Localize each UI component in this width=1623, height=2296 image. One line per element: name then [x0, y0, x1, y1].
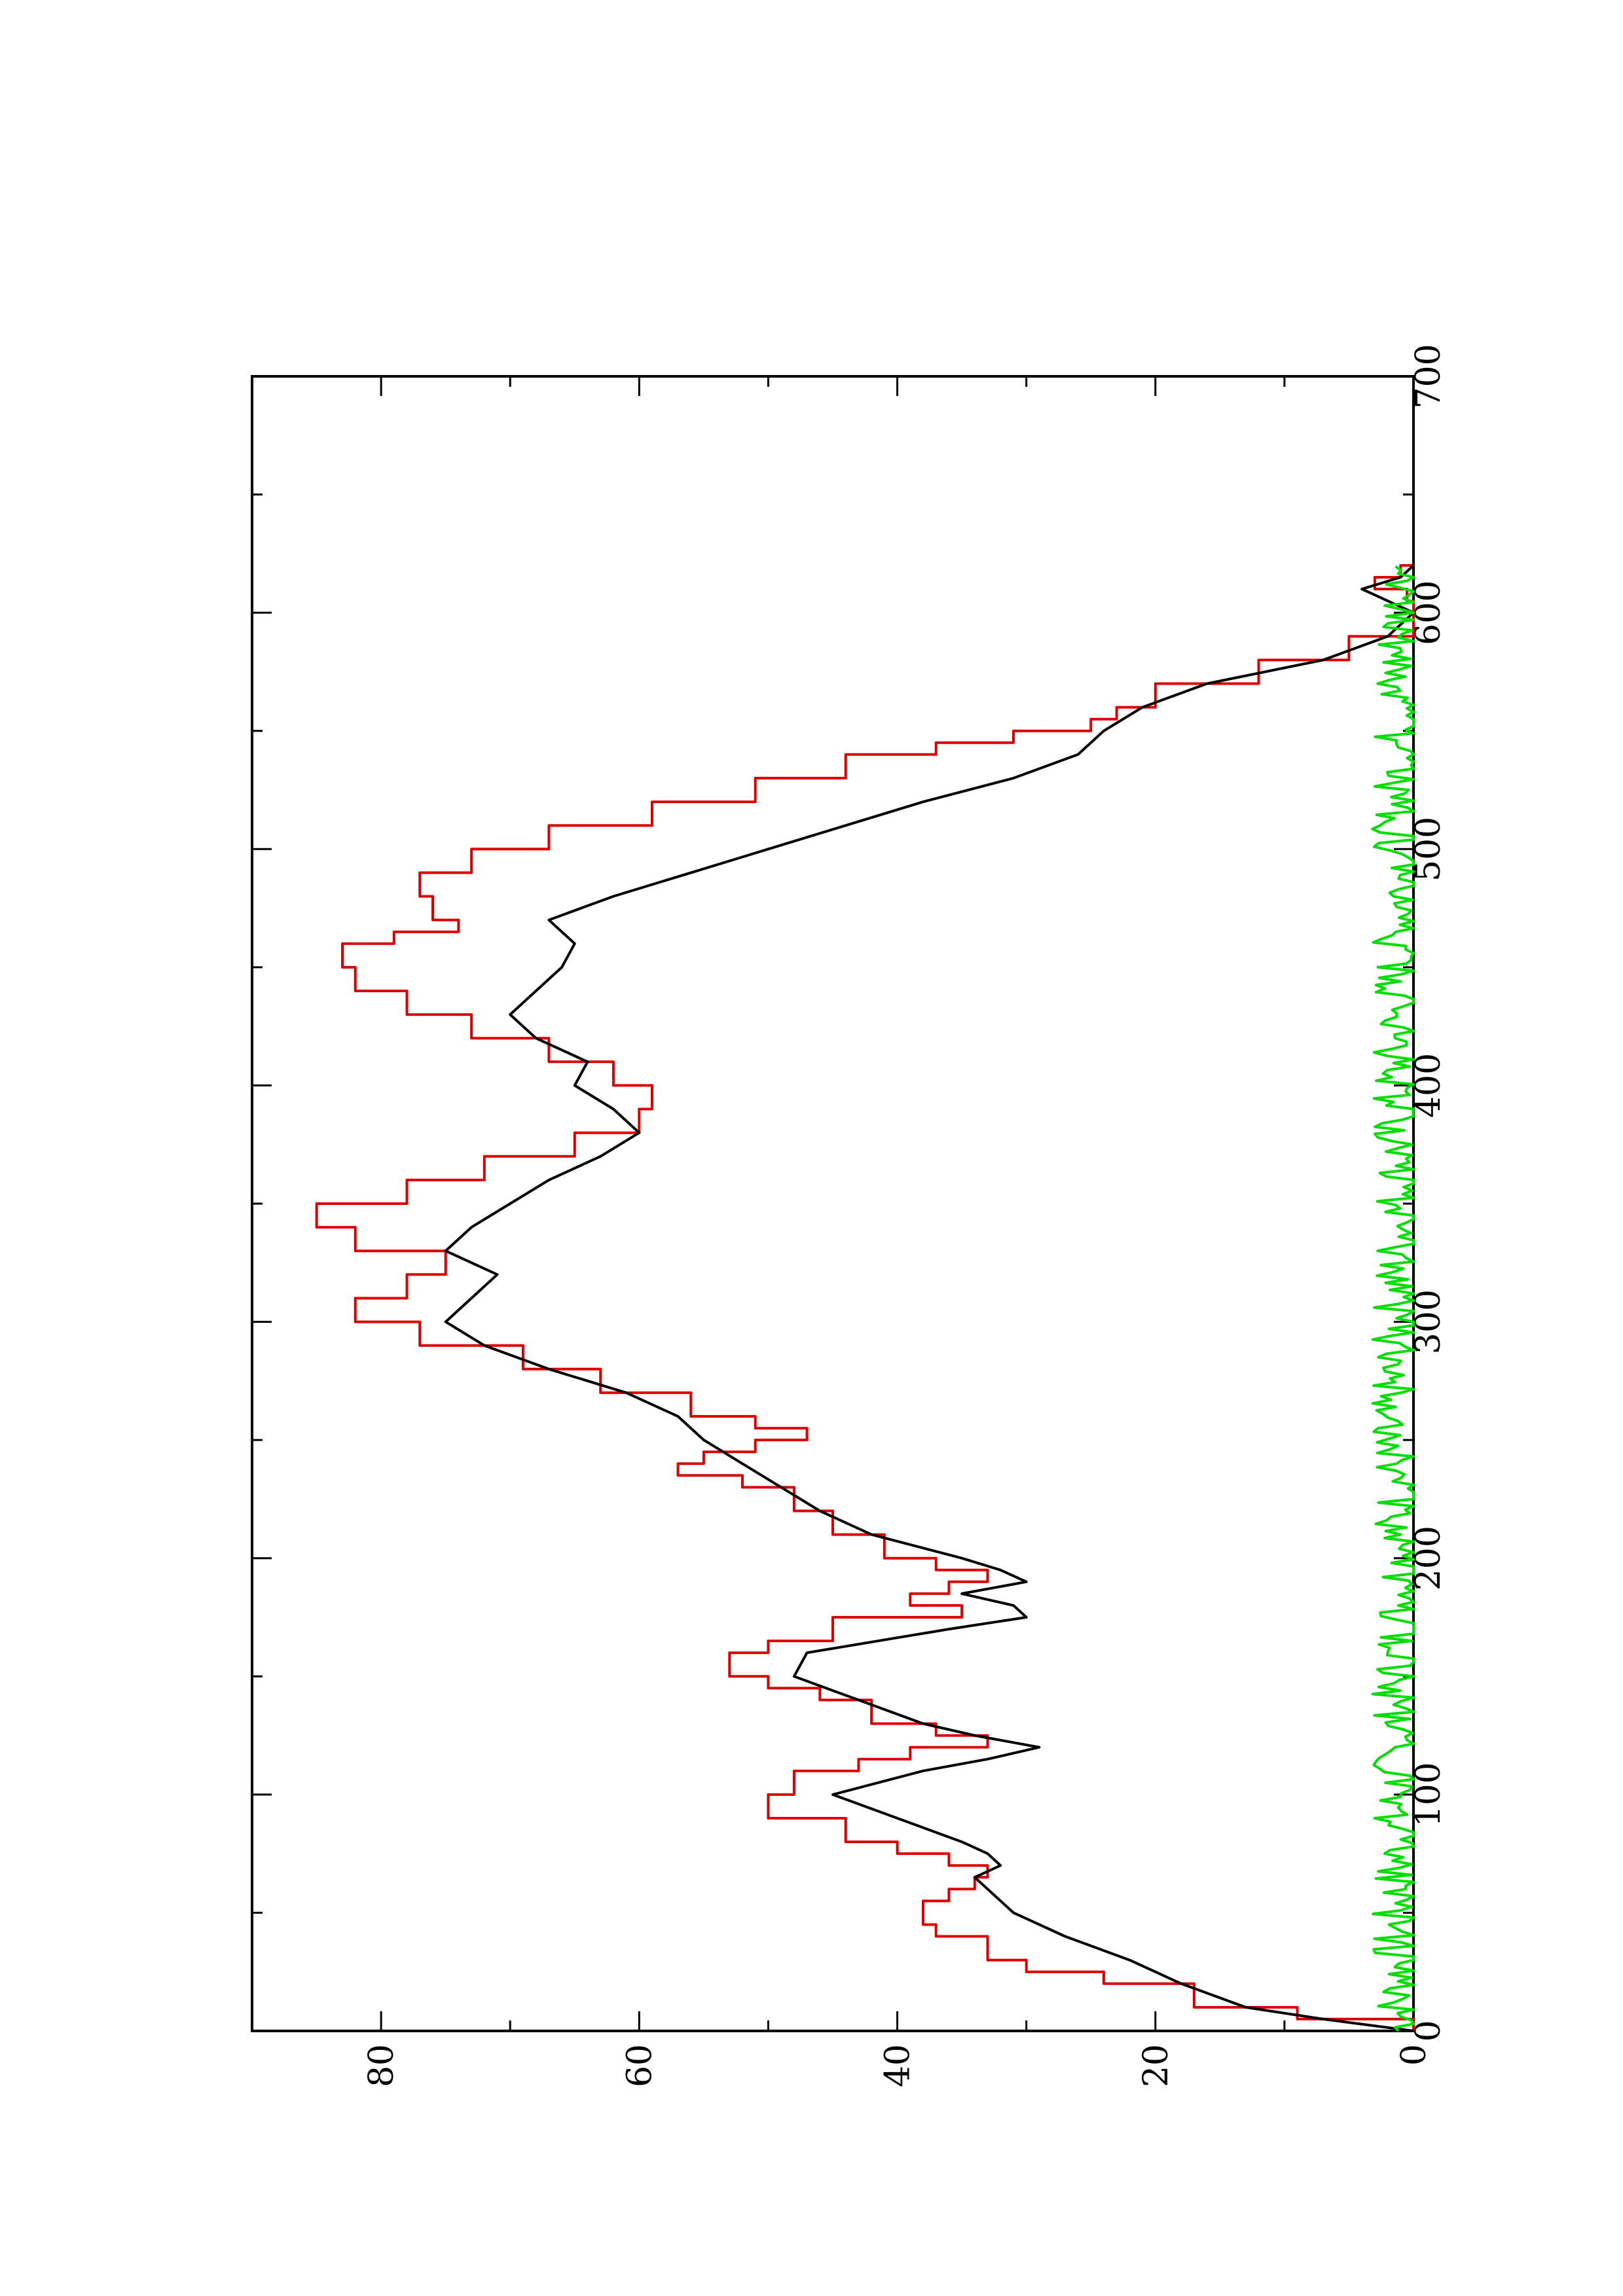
- x-tick-label: 600: [1409, 581, 1448, 645]
- x-tick-label: 100: [1409, 1762, 1448, 1827]
- x-tick-label: 200: [1409, 1526, 1448, 1590]
- series-group: [315, 564, 1415, 2032]
- x-tick-label: 500: [1409, 817, 1448, 882]
- y-tick-label: 40: [879, 2044, 918, 2087]
- plot-frame: [251, 375, 1415, 2032]
- x-tick-label: 400: [1409, 1053, 1448, 1118]
- y-tick-label: 20: [1137, 2044, 1176, 2087]
- x-tick-label: 300: [1409, 1289, 1448, 1354]
- y-tick-label: 60: [620, 2044, 659, 2087]
- series-line-1: [315, 564, 1415, 2031]
- series-line-3: [1371, 565, 1415, 2032]
- axis-ticks: [252, 375, 1415, 2032]
- y-tick-label: 80: [362, 2044, 401, 2087]
- series-line-2: [444, 564, 1415, 2032]
- y-tick-label: 0: [1395, 2044, 1434, 2066]
- x-tick-label: 0: [1409, 2020, 1448, 2041]
- axis-tick-labels: 0 100 200 300 400 500 600 700 0 20 40 60 80: [362, 344, 1448, 2087]
- x-tick-label: 700: [1409, 344, 1448, 408]
